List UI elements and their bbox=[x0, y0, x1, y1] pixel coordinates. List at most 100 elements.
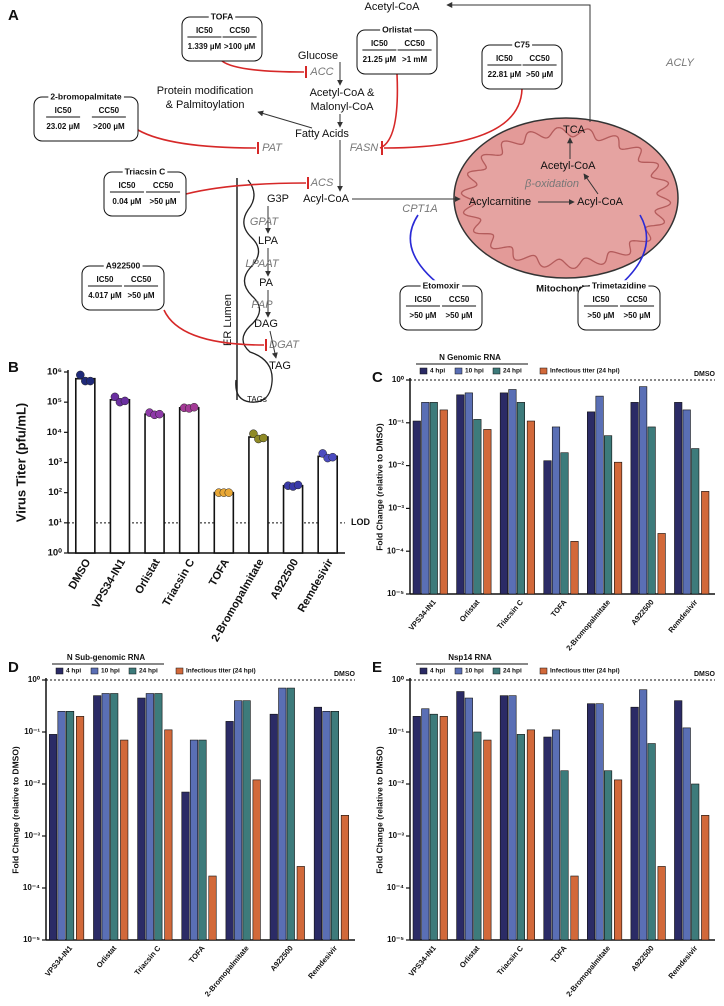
inhibitor-value: >50 µM bbox=[409, 311, 436, 320]
x-tick-label: TOFA bbox=[549, 597, 569, 618]
inhibitor-box bbox=[33, 96, 139, 142]
y-tick-label: 10⁻³ bbox=[388, 831, 404, 840]
inhibitor-metric: CC50 bbox=[627, 295, 648, 304]
bar bbox=[429, 402, 438, 595]
x-tick-label: 2-Bromopalmitate bbox=[564, 944, 612, 999]
diagram-text: TCA bbox=[563, 124, 586, 136]
inhibitor-value: 22.81 µM bbox=[488, 70, 522, 79]
legend-swatch bbox=[539, 367, 548, 375]
inhibitor-box bbox=[103, 171, 187, 217]
bar bbox=[248, 436, 269, 554]
inner-membrane bbox=[460, 126, 672, 270]
x-tick-label: 2-Bromopalmitate bbox=[564, 598, 612, 653]
diagram-text: ER Lumen bbox=[222, 294, 234, 346]
data-point bbox=[224, 488, 234, 497]
inhibitor-metric: IC50 bbox=[371, 39, 388, 48]
bar bbox=[421, 708, 430, 941]
bar bbox=[701, 491, 710, 595]
inhibitor-box bbox=[399, 285, 483, 331]
bar bbox=[551, 729, 561, 941]
bar bbox=[154, 693, 163, 941]
bar bbox=[657, 866, 666, 941]
legend-label: 24 hpi bbox=[139, 668, 158, 675]
arrow bbox=[257, 110, 313, 129]
bar bbox=[682, 409, 691, 595]
bar bbox=[439, 716, 448, 941]
bar bbox=[595, 395, 604, 595]
bar bbox=[587, 703, 596, 941]
bar bbox=[49, 734, 58, 941]
panel-label: A bbox=[8, 7, 19, 24]
bar bbox=[101, 693, 110, 941]
data-point bbox=[293, 480, 303, 490]
y-tick-label: 10⁻¹ bbox=[388, 418, 404, 427]
inhibitor-value: 21.25 µM bbox=[363, 55, 397, 64]
inhibitor-line bbox=[409, 214, 442, 287]
legend-label: 10 hpi bbox=[101, 668, 120, 675]
x-tick-label: TOFA bbox=[187, 943, 207, 964]
x-tick-label: Triacsin C bbox=[161, 557, 198, 609]
bar bbox=[74, 377, 96, 554]
x-tick-label: TOFA bbox=[549, 943, 569, 964]
inhibitor-metric: IC50 bbox=[496, 54, 513, 63]
bar bbox=[508, 695, 517, 941]
bar bbox=[242, 700, 251, 941]
x-tick-label: A922500 bbox=[268, 944, 294, 973]
inhibitor-box bbox=[81, 265, 165, 311]
bar bbox=[614, 461, 623, 595]
diagram-text: CPT1A bbox=[402, 203, 437, 215]
bar bbox=[213, 491, 235, 554]
y-axis-label: Fold Change (relative to DMSO) bbox=[10, 746, 20, 874]
bar bbox=[252, 779, 261, 941]
y-tick-label: 10⁻⁴ bbox=[387, 883, 404, 892]
bar bbox=[516, 734, 525, 941]
diagram-text: ACLY bbox=[665, 57, 694, 69]
inhibitor-value: >50 µM bbox=[587, 311, 614, 320]
diagram-text: Protein modification bbox=[157, 85, 254, 97]
inhibitor-line bbox=[383, 88, 523, 149]
bar bbox=[701, 815, 710, 941]
bar bbox=[66, 711, 75, 941]
reference-label: DMSO bbox=[694, 371, 716, 378]
reference-label: DMSO bbox=[694, 671, 716, 678]
bar bbox=[543, 460, 552, 595]
diagram-text: TAG bbox=[269, 360, 291, 372]
y-axis-label: Fold Change (relative to DMSO) bbox=[374, 746, 384, 874]
bar bbox=[508, 389, 517, 595]
diagram-text: Acetyl-CoA bbox=[540, 160, 596, 172]
bar bbox=[110, 693, 119, 941]
bar bbox=[439, 409, 448, 595]
diagram-text: Acetyl-CoA bbox=[364, 1, 420, 13]
bar bbox=[604, 435, 613, 595]
inhibitor-metric: IC50 bbox=[196, 26, 213, 35]
bar bbox=[456, 394, 465, 595]
inhibitor-value: >50 µM bbox=[128, 291, 155, 300]
chart-title: N Sub-genomic RNA bbox=[67, 653, 145, 662]
bar bbox=[630, 706, 639, 941]
inhibitor-line bbox=[221, 60, 305, 73]
bar bbox=[691, 448, 700, 595]
legend-swatch bbox=[539, 667, 548, 675]
bar bbox=[208, 875, 217, 941]
bar bbox=[526, 420, 535, 595]
legend-swatch bbox=[454, 367, 463, 375]
bar bbox=[647, 426, 656, 595]
x-tick-label: Orlistat bbox=[94, 943, 118, 969]
label-background bbox=[103, 260, 143, 271]
data-point bbox=[155, 409, 164, 419]
diagram-text: ACS bbox=[310, 177, 334, 189]
bar bbox=[483, 429, 492, 595]
diagram-text: Acyl-CoA bbox=[577, 196, 624, 208]
x-tick-label: 2-Bromopalmitate bbox=[203, 944, 251, 999]
legend-swatch bbox=[90, 667, 99, 675]
bar bbox=[340, 815, 349, 941]
inhibitor-value: 0.04 µM bbox=[112, 197, 141, 206]
bar bbox=[109, 398, 131, 554]
chart-title: N Genomic RNA bbox=[439, 353, 501, 362]
data-point bbox=[259, 433, 268, 443]
inhibitor-value: 4.017 µM bbox=[88, 291, 122, 300]
diagram-text: DAG bbox=[254, 318, 278, 330]
inhibitor-metric: IC50 bbox=[97, 275, 114, 284]
inhibitor-box bbox=[481, 44, 563, 90]
y-tick-label: 10⁵ bbox=[47, 397, 62, 408]
